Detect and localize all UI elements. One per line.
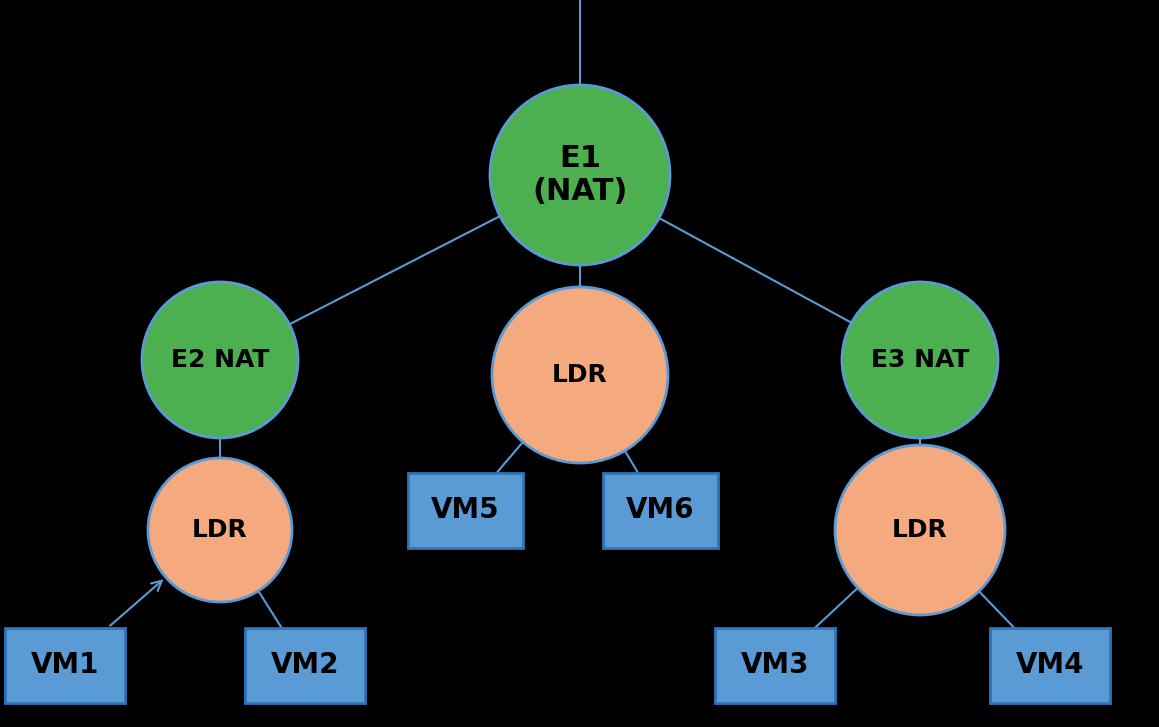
Circle shape: [841, 282, 998, 438]
Text: VM4: VM4: [1015, 651, 1085, 679]
Text: LDR: LDR: [552, 363, 607, 387]
Text: LDR: LDR: [192, 518, 248, 542]
Text: VM3: VM3: [741, 651, 809, 679]
Circle shape: [834, 445, 1005, 615]
Circle shape: [490, 85, 670, 265]
FancyBboxPatch shape: [603, 473, 717, 547]
Text: VM6: VM6: [626, 496, 694, 524]
Text: VM1: VM1: [31, 651, 100, 679]
FancyBboxPatch shape: [408, 473, 523, 547]
FancyBboxPatch shape: [245, 627, 365, 702]
Text: LDR: LDR: [892, 518, 948, 542]
Text: VM2: VM2: [271, 651, 340, 679]
Circle shape: [143, 282, 298, 438]
Circle shape: [148, 458, 292, 602]
Text: E2 NAT: E2 NAT: [170, 348, 269, 372]
FancyBboxPatch shape: [5, 627, 125, 702]
FancyBboxPatch shape: [990, 627, 1110, 702]
Text: E3 NAT: E3 NAT: [870, 348, 969, 372]
Text: VM5: VM5: [431, 496, 500, 524]
FancyBboxPatch shape: [715, 627, 834, 702]
Circle shape: [493, 287, 668, 463]
Text: E1
(NAT): E1 (NAT): [532, 144, 628, 206]
